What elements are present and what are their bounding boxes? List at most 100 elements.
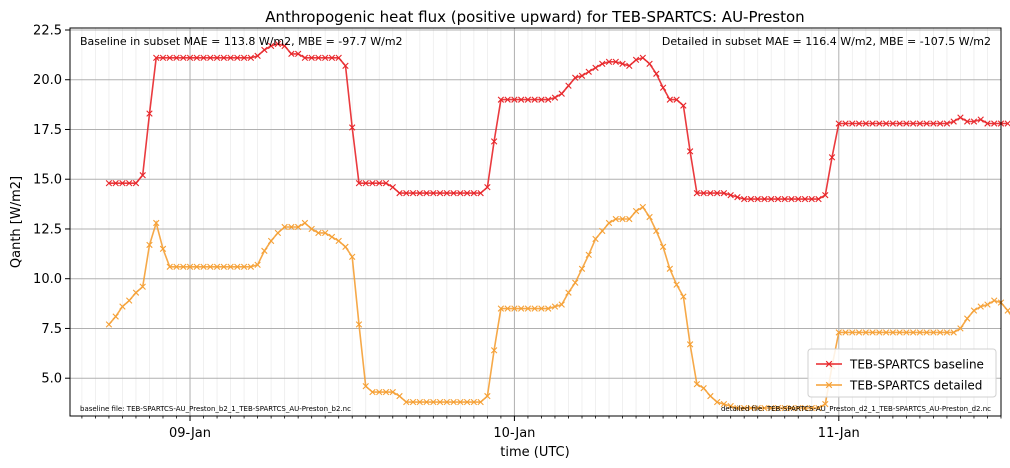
data-point (362, 180, 369, 187)
data-point (308, 54, 315, 62)
y-tick-label: 7.5 (41, 322, 62, 337)
y-tick-label: 22.5 (33, 23, 62, 38)
data-point (227, 263, 234, 270)
data-point (545, 96, 552, 103)
data-point (950, 118, 957, 125)
data-point (943, 120, 951, 127)
data-point (740, 404, 748, 412)
data-point (403, 189, 410, 197)
data-point (430, 398, 437, 406)
data-point (720, 189, 728, 197)
data-point (335, 54, 342, 62)
data-point (612, 58, 619, 66)
data-point (220, 54, 228, 62)
data-point (768, 404, 775, 412)
data-point (572, 279, 579, 286)
y-tick-label: 20.0 (33, 73, 62, 88)
data-point (707, 392, 714, 400)
data-point (707, 189, 714, 197)
data-point (855, 120, 863, 127)
data-point (882, 329, 890, 336)
data-point (903, 120, 910, 127)
data-point (281, 223, 288, 231)
data-point (943, 329, 951, 336)
legend-marker (825, 360, 833, 368)
y-tick-label: 12.5 (33, 222, 62, 237)
data-point (511, 305, 518, 312)
data-point (261, 247, 268, 255)
data-point (551, 303, 559, 310)
data-point (599, 60, 606, 68)
y-tick-label: 17.5 (33, 123, 62, 138)
data-point (119, 180, 126, 187)
data-point (720, 400, 728, 408)
data-point (355, 321, 363, 328)
data-point (207, 54, 214, 62)
data-point (254, 261, 261, 268)
data-point (693, 189, 701, 197)
data-point (774, 195, 782, 203)
data-point (531, 305, 538, 312)
data-point (254, 52, 261, 60)
data-point (207, 263, 214, 270)
data-point (585, 68, 592, 75)
data-point (490, 347, 498, 354)
data-point (376, 388, 383, 396)
data-point (909, 120, 917, 127)
data-point (889, 120, 897, 127)
data-point (443, 398, 451, 406)
data-point (200, 54, 207, 62)
data-point (592, 235, 599, 243)
data-point (903, 329, 910, 336)
data-point (957, 325, 964, 332)
data-point (801, 404, 809, 412)
data-point (389, 388, 396, 396)
data-point (930, 120, 937, 127)
data-point (632, 56, 640, 64)
data-point (761, 404, 768, 412)
data-point (551, 94, 559, 101)
data-point (572, 74, 579, 81)
plot-area: 09-Jan 10-Jan 11-Jan 5.0 7.5 10.0 12.5 15.0 17.5… (33, 23, 1010, 441)
data-point (693, 380, 701, 388)
data-point (565, 289, 572, 296)
data-point (457, 189, 464, 197)
data-point (734, 193, 741, 201)
data-point (146, 241, 153, 249)
data-point (666, 265, 674, 272)
data-point (234, 54, 241, 62)
data-point (639, 54, 646, 62)
data-point (112, 313, 119, 320)
data-point (186, 263, 194, 270)
data-point (112, 180, 119, 187)
data-point (538, 305, 545, 312)
data-point (970, 307, 978, 314)
data-point (916, 329, 924, 336)
data-point (234, 263, 241, 270)
data-point (423, 398, 430, 406)
data-point (213, 263, 221, 270)
data-point (450, 189, 457, 197)
data-point (639, 203, 646, 211)
data-point (882, 120, 890, 127)
data-point (315, 229, 322, 237)
data-point (632, 207, 640, 215)
legend-entry: TEB-SPARTCS detailed (816, 379, 982, 393)
data-point (842, 329, 849, 336)
data-point (808, 404, 815, 412)
data-point (119, 303, 126, 310)
data-point (423, 189, 430, 197)
data-point (504, 96, 511, 103)
data-point (376, 180, 383, 187)
data-point (240, 54, 248, 62)
annotation-detailed-file: detailed file: TEB-SPARTCS-AU_Preston_d2… (721, 405, 991, 413)
data-point (964, 315, 971, 322)
data-point (362, 382, 369, 390)
data-point (470, 398, 478, 406)
data-point (470, 189, 478, 197)
legend: TEB-SPARTCS baseline TEB-SPARTCS detailed (807, 348, 997, 398)
data-point (504, 305, 511, 312)
legend-entry: TEB-SPARTCS baseline (816, 358, 984, 372)
data-point (781, 404, 788, 412)
data-point (430, 189, 437, 197)
